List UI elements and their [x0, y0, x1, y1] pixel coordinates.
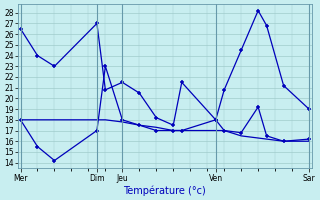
- X-axis label: Température (°c): Température (°c): [124, 185, 206, 196]
